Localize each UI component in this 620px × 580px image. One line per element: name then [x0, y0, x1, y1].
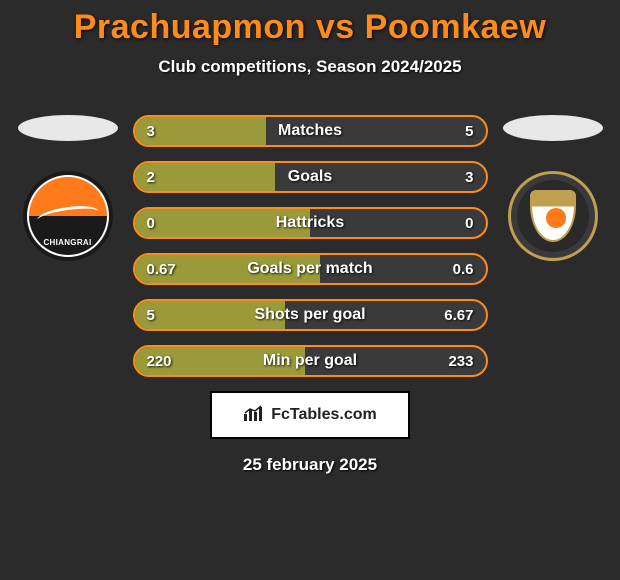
stat-value-right: 3 — [465, 163, 473, 191]
stat-label: Shots per goal — [135, 301, 486, 329]
stat-label: Matches — [135, 117, 486, 145]
stat-bar: 2Goals3 — [133, 161, 488, 193]
stat-label: Goals per match — [135, 255, 486, 283]
subtitle: Club competitions, Season 2024/2025 — [0, 57, 620, 77]
date-line: 25 february 2025 — [0, 455, 620, 475]
stats-bars: 3Matches52Goals30Hattricks00.67Goals per… — [133, 115, 488, 377]
badge-right-ball-icon — [546, 208, 566, 228]
page-title: Prachuapmon vs Poomkaew — [0, 8, 620, 47]
stat-bar: 3Matches5 — [133, 115, 488, 147]
stat-label: Hattricks — [135, 209, 486, 237]
comparison-card: Prachuapmon vs Poomkaew Club competition… — [0, 0, 620, 475]
stat-value-right: 0 — [465, 209, 473, 237]
stat-bar: 220Min per goal233 — [133, 345, 488, 377]
brand-box[interactable]: FcTables.com — [210, 391, 410, 439]
player-silhouette-left — [18, 115, 118, 141]
stat-bar: 0Hattricks0 — [133, 207, 488, 239]
stat-bar: 0.67Goals per match0.6 — [133, 253, 488, 285]
content-row: CHIANGRAI 3Matches52Goals30Hattricks00.6… — [0, 115, 620, 377]
brand-text: FcTables.com — [271, 406, 377, 424]
stat-label: Goals — [135, 163, 486, 191]
club-badge-left: CHIANGRAI — [23, 171, 113, 261]
right-column — [498, 115, 608, 261]
club-badge-right — [508, 171, 598, 261]
stat-value-right: 233 — [448, 347, 473, 375]
stat-label: Min per goal — [135, 347, 486, 375]
brand-chart-icon — [243, 404, 265, 427]
stat-value-right: 6.67 — [444, 301, 473, 329]
stat-value-right: 0.6 — [453, 255, 474, 283]
stat-bar: 5Shots per goal6.67 — [133, 299, 488, 331]
stat-value-right: 5 — [465, 117, 473, 145]
club-badge-left-inner: CHIANGRAI — [29, 177, 107, 255]
badge-left-text: CHIANGRAI — [29, 238, 107, 247]
badge-right-shield — [530, 190, 576, 242]
club-badge-right-inner — [517, 180, 589, 252]
left-column: CHIANGRAI — [13, 115, 123, 261]
player-silhouette-right — [503, 115, 603, 141]
